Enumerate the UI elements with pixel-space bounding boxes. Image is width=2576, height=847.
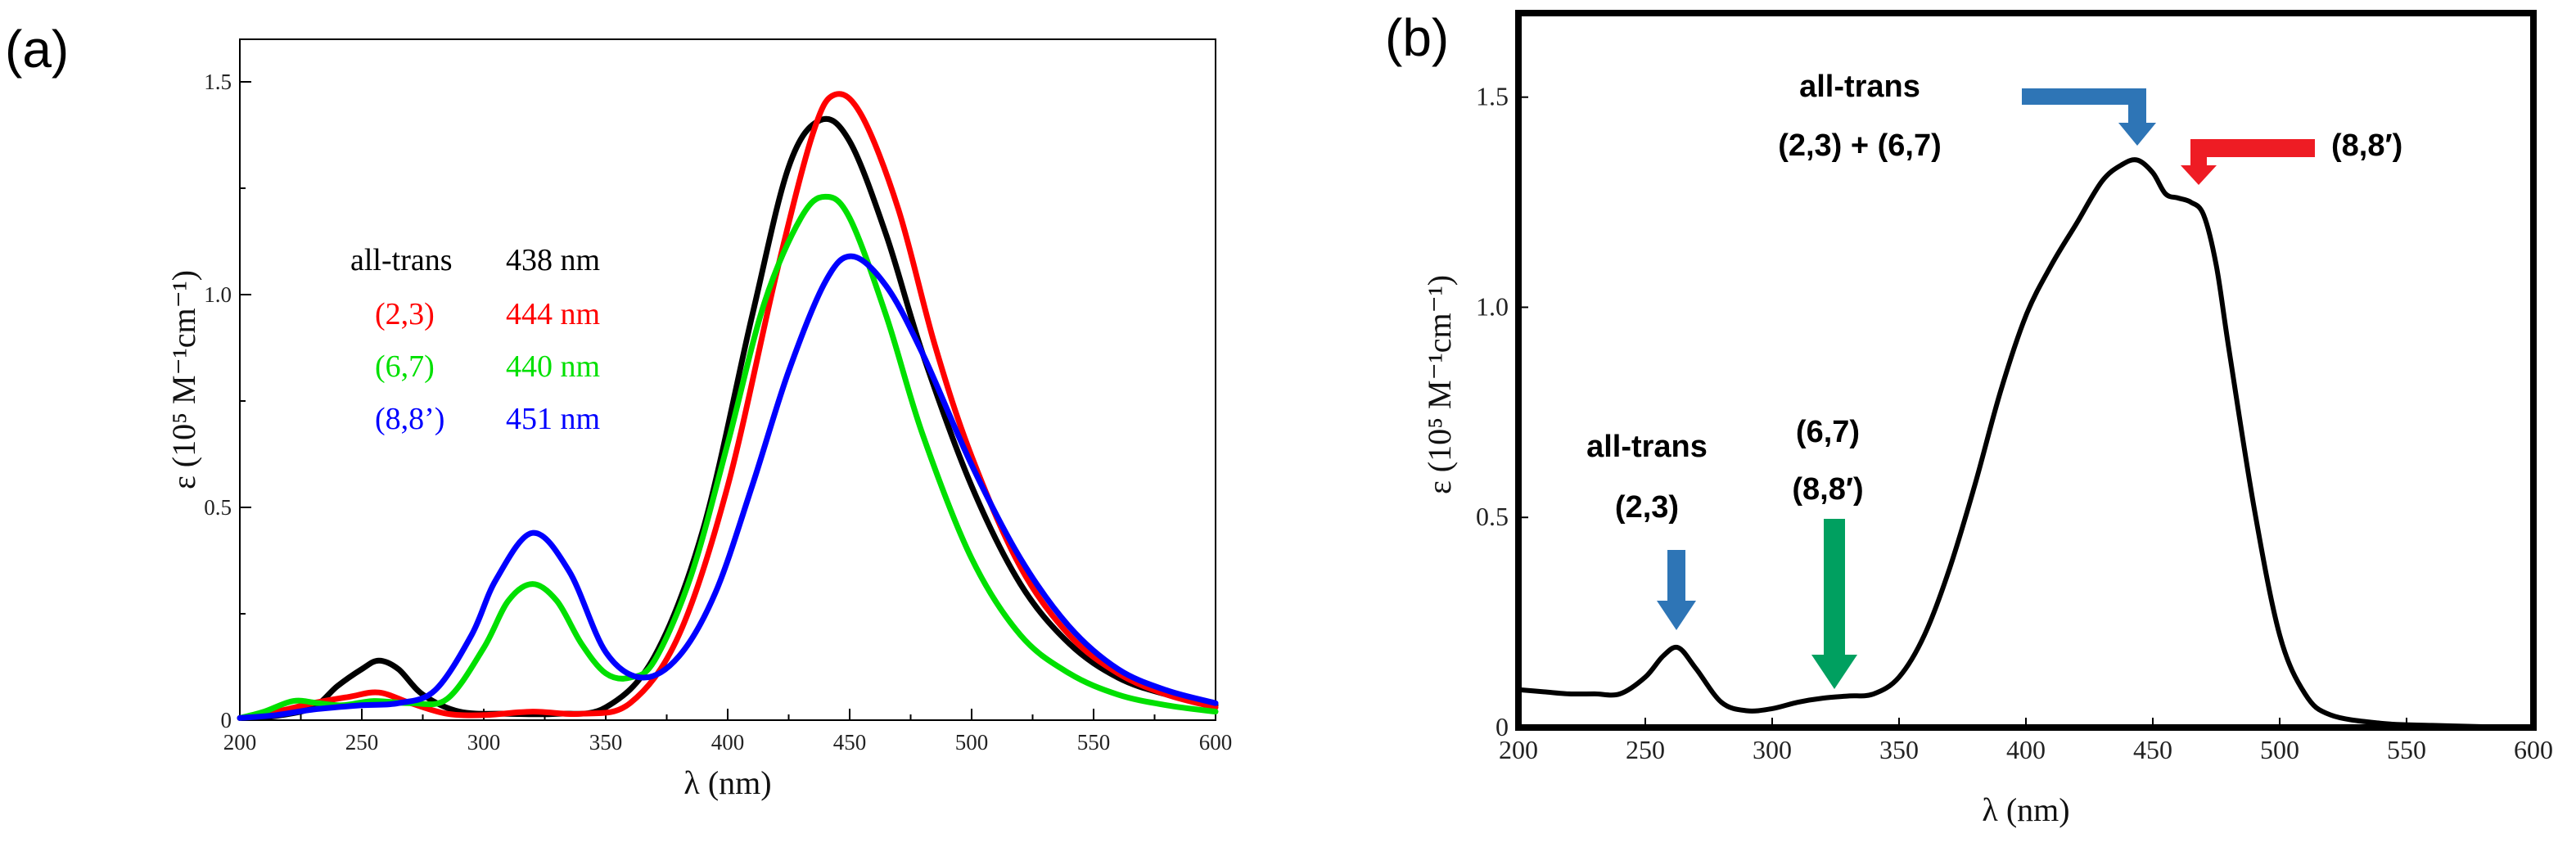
annotation-text: (8,8′) <box>1792 472 1863 507</box>
legend-value-8-8: 451 nm <box>506 402 600 436</box>
annotation-text: (2,3) <box>1615 490 1679 525</box>
series-b <box>1516 157 2485 729</box>
x-tick-label: 350 <box>1879 735 1919 764</box>
x-tick-label: 600 <box>1199 730 1233 755</box>
x-tick-label: 200 <box>1499 735 1538 764</box>
ticks-b: 200 250 300 350 400 450 500 550 600 0 0.5 1.0 1.5 <box>1476 82 2553 764</box>
y-tick-label: 1.5 <box>204 70 232 94</box>
red-elbow-arrow-icon <box>2181 139 2315 185</box>
x-tick-label: 550 <box>2387 735 2426 764</box>
ticks-a: 200 250 300 350 400 450 500 550 600 0 0.5 1.0 1.5 <box>204 70 1232 755</box>
chart-panel-b: 200 250 300 350 400 450 500 550 600 0 0.5 1.0 1.5 λ … <box>1421 10 2553 828</box>
x-tick-label: 200 <box>223 730 257 755</box>
blue-elbow-arrow-icon <box>2022 88 2156 146</box>
series-line <box>237 115 1219 721</box>
y-tick-label: 0 <box>221 708 232 732</box>
x-tick-label: 300 <box>467 730 501 755</box>
series-a <box>237 91 1219 721</box>
legend-name-all-trans: all-trans <box>350 243 453 277</box>
annotation-text: all-trans <box>1799 70 1920 104</box>
legend-value-all-trans: 438 nm <box>506 243 600 277</box>
annotation-all-trans-combined: all-trans (2,3) + (6,7) <box>1778 70 2156 163</box>
annotation-text: (6,7) <box>1796 415 1860 449</box>
x-tick-label: 350 <box>589 730 623 755</box>
series-line <box>1516 157 2485 729</box>
x-tick-label: 550 <box>1077 730 1111 755</box>
annotation-8-8-red: (8,8′) <box>2181 128 2402 185</box>
x-tick-label: 250 <box>345 730 379 755</box>
legend-a: all-trans 438 nm (2,3) 444 nm (6,7) 440 … <box>350 243 600 436</box>
y-axis-title-a: ε (10⁵ M⁻¹cm⁻¹) <box>165 270 202 489</box>
x-tick-label: 400 <box>2006 735 2046 764</box>
x-tick-label: 500 <box>955 730 989 755</box>
x-axis-title-a: λ (nm) <box>683 764 771 801</box>
chart-panel-a: 200 250 300 350 400 450 500 550 600 0 0.5 1.0 1.5 λ … <box>165 38 1232 801</box>
y-tick-label: 1.5 <box>1476 82 1509 111</box>
series-line <box>237 253 1219 721</box>
annotation-6-7-8-8: (6,7) (8,8′) <box>1792 415 1864 689</box>
panel-label-b: (b) <box>1385 8 1449 67</box>
x-axis-title-b: λ (nm) <box>1982 791 2069 828</box>
y-tick-label: 0.5 <box>204 495 232 520</box>
x-tick-label: 250 <box>1626 735 1665 764</box>
annotation-text: (2,3) + (6,7) <box>1778 128 1942 163</box>
annotation-text: all-trans <box>1586 430 1708 464</box>
legend-name-6-7: (6,7) <box>375 349 435 384</box>
legend-name-2-3: (2,3) <box>375 297 435 331</box>
x-tick-label: 600 <box>2514 735 2553 764</box>
y-tick-label: 0 <box>1496 712 1509 741</box>
x-tick-label: 450 <box>2133 735 2172 764</box>
legend-name-8-8: (8,8’) <box>375 402 444 436</box>
x-tick-label: 300 <box>1753 735 1792 764</box>
y-tick-label: 1.0 <box>204 282 232 307</box>
legend-value-2-3: 444 nm <box>506 297 600 331</box>
panel-label-a: (a) <box>5 20 69 79</box>
blue-down-arrow-icon <box>1657 550 1696 630</box>
x-tick-label: 450 <box>833 730 867 755</box>
x-tick-label: 400 <box>711 730 745 755</box>
annotation-all-trans-2-3: all-trans (2,3) <box>1586 430 1708 630</box>
annotation-text: (8,8′) <box>2331 128 2402 163</box>
y-tick-label: 1.0 <box>1476 291 1509 321</box>
legend-value-6-7: 440 nm <box>506 349 600 384</box>
y-axis-title-b: ε (10⁵ M⁻¹cm⁻¹) <box>1421 275 1458 494</box>
green-down-arrow-icon <box>1811 519 1857 689</box>
x-tick-label: 500 <box>2260 735 2299 764</box>
y-tick-label: 0.5 <box>1476 502 1509 531</box>
